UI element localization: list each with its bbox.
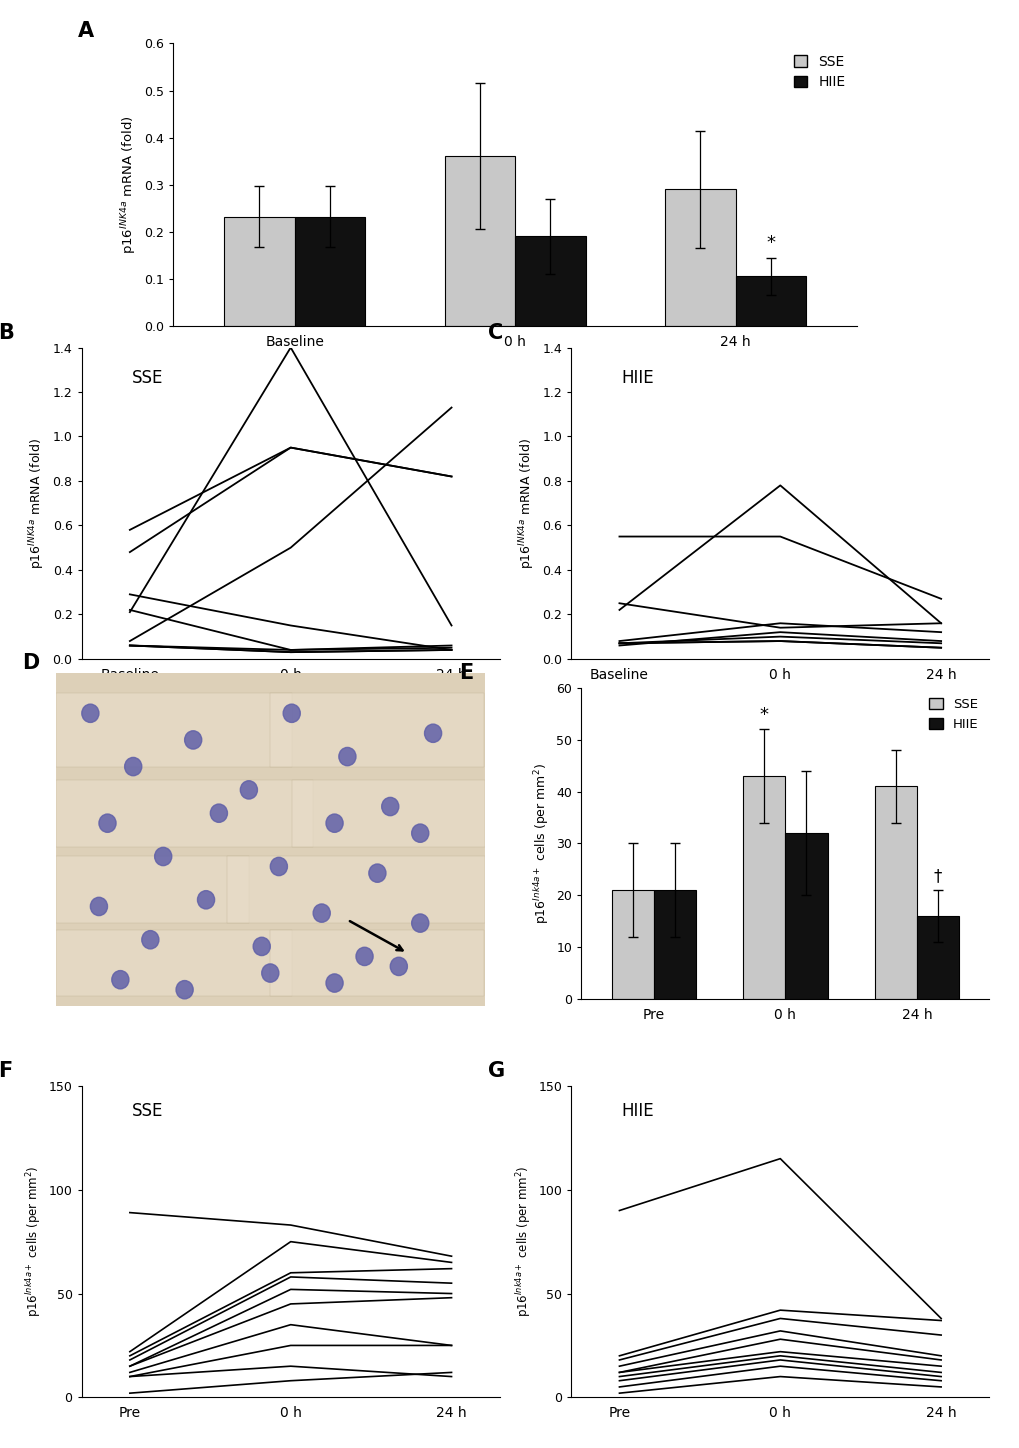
Bar (227, 856, 484, 924)
Bar (611, 891, 653, 999)
Bar (444, 156, 515, 326)
Text: HIIE: HIIE (621, 1102, 653, 1119)
Bar (291, 780, 484, 847)
Bar (735, 277, 805, 326)
Bar (270, 930, 484, 996)
Y-axis label: p16$^{Ink4a+}$ cells (per mm$^{2}$): p16$^{Ink4a+}$ cells (per mm$^{2}$) (531, 763, 550, 924)
Bar (743, 776, 785, 999)
Bar (56, 930, 291, 996)
Text: C: C (487, 323, 502, 343)
Ellipse shape (270, 857, 287, 876)
Text: HIIE: HIIE (621, 369, 653, 387)
Text: SSE: SSE (131, 1102, 163, 1119)
Bar (56, 694, 291, 766)
Text: D: D (21, 653, 39, 673)
Y-axis label: p16$^{Ink4a+}$ cells (per mm$^{2}$): p16$^{Ink4a+}$ cells (per mm$^{2}$) (24, 1166, 43, 1318)
Ellipse shape (210, 804, 227, 822)
Y-axis label: p16$^{INK4a}$ mRNA (fold): p16$^{INK4a}$ mRNA (fold) (517, 437, 536, 569)
Ellipse shape (124, 757, 142, 776)
Ellipse shape (412, 824, 428, 843)
Ellipse shape (91, 898, 107, 915)
Text: †: † (933, 867, 942, 885)
Ellipse shape (326, 814, 342, 833)
Ellipse shape (82, 704, 99, 723)
Y-axis label: p16$^{INK4a}$ mRNA (fold): p16$^{INK4a}$ mRNA (fold) (119, 116, 139, 253)
Bar (294, 217, 365, 326)
Bar (56, 780, 313, 847)
Bar (515, 236, 585, 326)
Ellipse shape (369, 864, 385, 882)
Ellipse shape (240, 780, 257, 799)
Bar (270, 694, 484, 766)
Bar (664, 190, 735, 326)
Ellipse shape (424, 724, 441, 743)
Ellipse shape (390, 957, 407, 976)
Ellipse shape (253, 937, 270, 956)
Text: E: E (459, 663, 473, 683)
Ellipse shape (142, 931, 159, 948)
Ellipse shape (356, 947, 373, 966)
Ellipse shape (338, 747, 356, 766)
Text: *: * (765, 235, 774, 252)
Text: A: A (77, 20, 94, 41)
Ellipse shape (381, 798, 398, 815)
Text: F: F (0, 1061, 12, 1082)
Ellipse shape (412, 914, 428, 933)
Text: G: G (487, 1061, 504, 1082)
Ellipse shape (184, 731, 202, 749)
Bar (56, 856, 249, 924)
Legend: SSE, HIIE: SSE, HIIE (789, 51, 849, 94)
Ellipse shape (262, 964, 278, 982)
Ellipse shape (112, 970, 128, 989)
Ellipse shape (198, 891, 214, 909)
Ellipse shape (283, 704, 300, 723)
Bar (653, 891, 695, 999)
Text: B: B (0, 323, 14, 343)
Ellipse shape (313, 904, 330, 922)
Bar (224, 217, 294, 326)
Ellipse shape (99, 814, 116, 833)
Text: SSE: SSE (131, 369, 163, 387)
Ellipse shape (155, 847, 171, 866)
Legend: SSE, HIIE: SSE, HIIE (924, 695, 982, 736)
Y-axis label: p16$^{INK4a}$ mRNA (fold): p16$^{INK4a}$ mRNA (fold) (28, 437, 47, 569)
Bar (874, 786, 916, 999)
Bar (916, 917, 958, 999)
Text: *: * (759, 707, 768, 724)
Bar (785, 833, 826, 999)
Ellipse shape (326, 975, 342, 992)
Y-axis label: p16$^{Ink4a+}$ cells (per mm$^{2}$): p16$^{Ink4a+}$ cells (per mm$^{2}$) (514, 1166, 532, 1318)
Ellipse shape (176, 980, 193, 999)
